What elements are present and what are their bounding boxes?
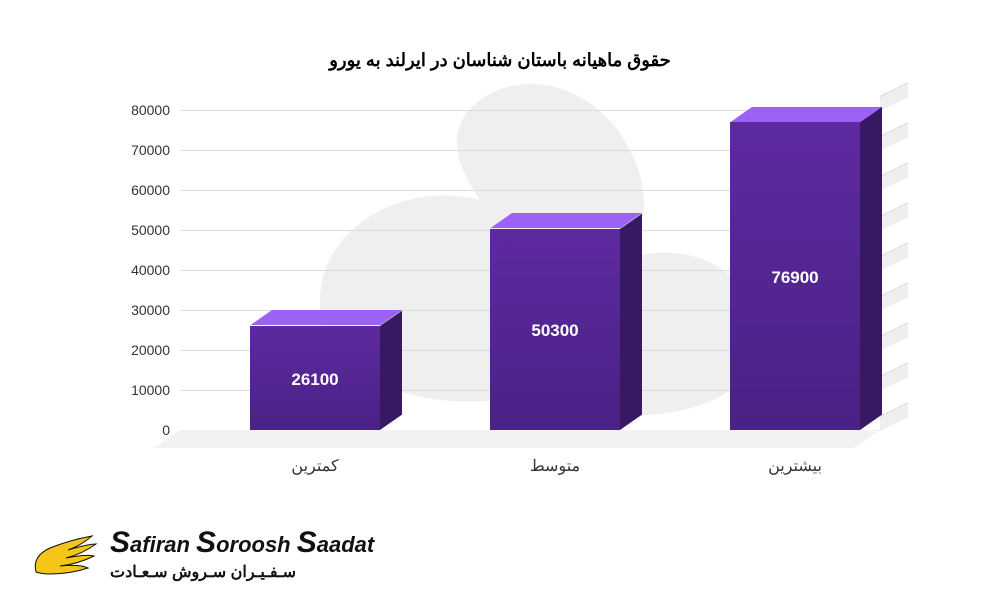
y-tick: 10000 [110,382,170,398]
y-axis: 0100002000030000400005000060000700008000… [110,110,175,430]
bar-side [620,213,642,430]
brand-logo: Safiran Soroosh Saadat سـفـیـران سـروش س… [30,526,374,582]
y-tick: 20000 [110,342,170,358]
bar-top [250,310,402,325]
bar-value-label: 26100 [250,370,380,390]
bar: 76900 [730,122,860,430]
x-tick-label: کمترین [250,456,380,476]
x-tick-label: متوسط [490,456,620,476]
bar-value-label: 50300 [490,321,620,341]
bar-value-label: 76900 [730,268,860,288]
bar-top [490,213,642,228]
bar-chart: 0100002000030000400005000060000700008000… [110,110,910,480]
bar: 50300 [490,229,620,430]
bar-top [730,107,882,122]
bars-container: 26100 50300 76900 [180,110,880,430]
bar: 26100 [250,326,380,430]
logo-text-en: Safiran Soroosh Saadat [110,526,374,560]
x-axis: کمترین متوسط بیشترین [180,456,880,480]
y-tick: 60000 [110,182,170,198]
bar-side [380,310,402,430]
logo-text-fa: سـفـیـران سـروش سـعـادت [110,562,374,582]
y-tick: 80000 [110,102,170,118]
x-tick-label: بیشترین [730,456,860,476]
y-tick: 70000 [110,142,170,158]
y-tick: 50000 [110,222,170,238]
wing-icon [30,526,100,582]
y-tick: 0 [110,422,170,438]
bar-side [860,107,882,430]
y-tick: 40000 [110,262,170,278]
y-tick: 30000 [110,302,170,318]
chart-title: حقوق ماهیانه باستان شناسان در ایرلند به … [0,0,1000,71]
